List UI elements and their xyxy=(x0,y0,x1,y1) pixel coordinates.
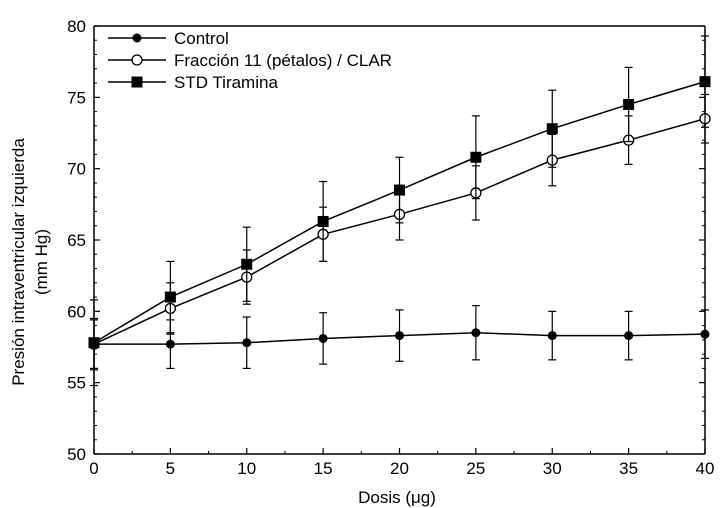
legend-label: Control xyxy=(174,29,229,48)
x-tick-label: 0 xyxy=(89,459,98,478)
y-tick-label: 75 xyxy=(67,88,86,107)
x-axis-ticks: 0 5 10 15 20 25 30 35 40 xyxy=(89,448,714,478)
x-tick-label: 15 xyxy=(314,459,333,478)
legend: Control Fracción 11 (pétalos) / CLAR STD T… xyxy=(108,29,392,92)
data-point xyxy=(546,123,558,135)
x-tick-label: 10 xyxy=(237,459,256,478)
data-point xyxy=(242,338,252,348)
y-axis-ticks: 50 55 60 65 70 75 80 xyxy=(67,17,705,464)
x-tick-label: 35 xyxy=(619,459,638,478)
y-tick-label: 65 xyxy=(67,231,86,250)
data-point xyxy=(165,339,175,349)
series-layer xyxy=(88,35,711,387)
y-tick-label: 60 xyxy=(67,302,86,321)
y-tick-label: 80 xyxy=(67,17,86,36)
y-axis-title-line1: Presión intraventricular izquierda xyxy=(9,138,28,386)
data-point xyxy=(700,329,710,339)
series-filled-circle xyxy=(89,305,710,371)
y-tick-label: 50 xyxy=(67,445,86,464)
data-point xyxy=(318,333,328,343)
data-point xyxy=(624,331,634,341)
series-filled-square xyxy=(88,35,711,387)
data-point xyxy=(623,98,635,110)
data-point xyxy=(471,328,481,338)
x-tick-label: 30 xyxy=(543,459,562,478)
data-point xyxy=(88,337,100,349)
data-point xyxy=(395,331,404,341)
x-axis-title: Dosis (μg) xyxy=(358,488,436,507)
y-axis-title-line2: (mm Hg) xyxy=(32,229,51,295)
x-tick-label: 5 xyxy=(166,459,175,478)
data-point xyxy=(470,151,482,163)
data-point xyxy=(317,215,329,227)
x-tick-label: 25 xyxy=(466,459,485,478)
data-point xyxy=(394,184,405,196)
data-point xyxy=(547,331,557,341)
x-tick-label: 40 xyxy=(696,459,715,478)
data-point xyxy=(131,76,143,88)
data-point xyxy=(132,33,142,43)
x-tick-label: 20 xyxy=(390,459,409,478)
y-tick-label: 55 xyxy=(67,374,86,393)
legend-label: Fracción 11 (pétalos) / CLAR xyxy=(174,51,392,70)
data-point xyxy=(241,258,253,270)
data-point xyxy=(699,76,711,88)
data-point xyxy=(131,54,143,66)
y-tick-label: 70 xyxy=(67,160,86,179)
data-point xyxy=(164,291,176,303)
legend-label: STD Tiramina xyxy=(174,73,278,92)
